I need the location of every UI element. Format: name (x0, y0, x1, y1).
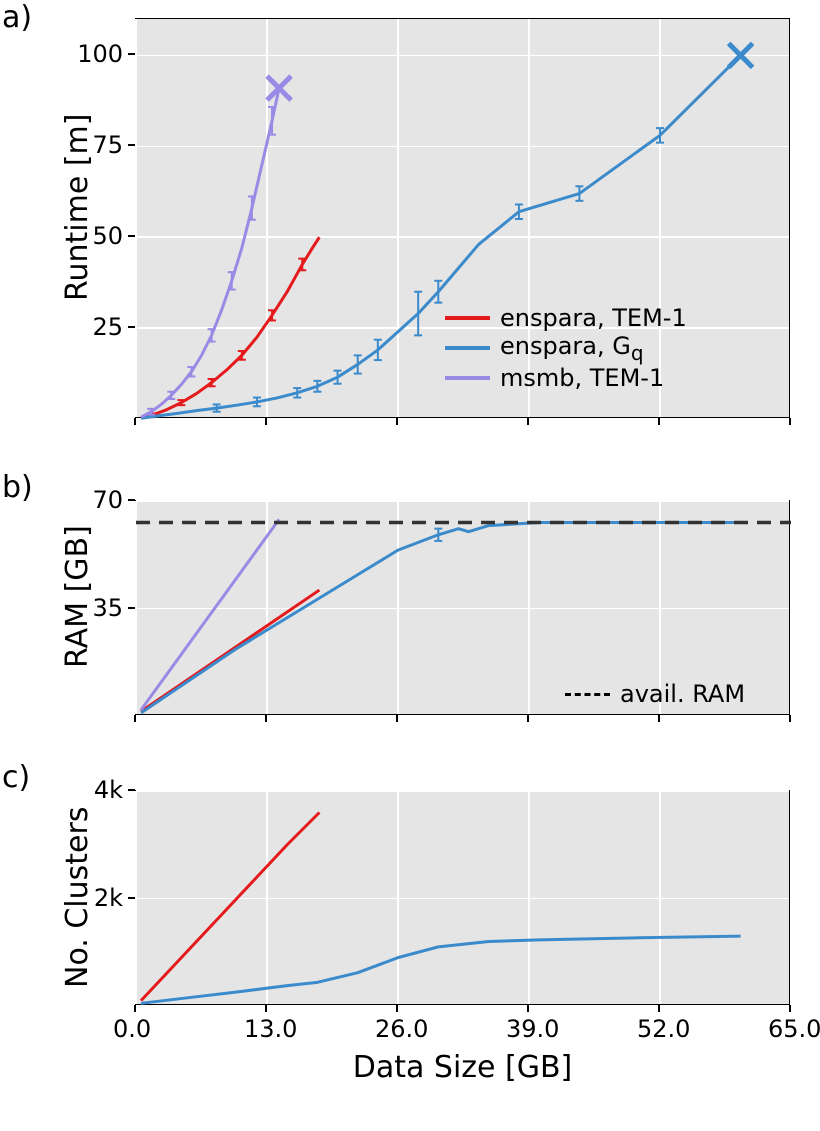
chart-a-ylabel: Runtime [m] (60, 113, 95, 300)
gridline (136, 55, 789, 57)
chart-b-ylabel: RAM [GB] (60, 525, 95, 668)
tick-mark (134, 1005, 136, 1012)
legend-label: enspara, TEM-1 (500, 304, 687, 332)
x-tick-label: 39.0 (506, 1015, 559, 1043)
tick-mark (527, 715, 529, 722)
tick-mark (128, 326, 135, 328)
y-tick-label: 35 (92, 594, 123, 622)
x-tick-label: 26.0 (375, 1015, 428, 1043)
chart-c-clusters (135, 790, 790, 1005)
chart-b-legend: avail. RAM (565, 679, 745, 709)
legend-label: avail. RAM (620, 680, 745, 708)
tick-mark (658, 1005, 660, 1012)
y-tick-label: 4k (94, 776, 123, 804)
tick-mark (789, 418, 791, 425)
series-msmb_tem1 (141, 519, 279, 709)
legend-label: enspara, Gq (500, 332, 644, 365)
gridline (397, 19, 399, 417)
legend-label: msmb, TEM-1 (500, 364, 664, 392)
gridline (136, 608, 789, 610)
gridline (266, 19, 268, 417)
legend-item: avail. RAM (565, 679, 745, 709)
y-tick-label: 25 (92, 313, 123, 341)
x-axis-title: Data Size [GB] (135, 1050, 790, 1085)
legend-item: msmb, TEM-1 (445, 363, 687, 393)
tick-mark (265, 1005, 267, 1012)
legend-swatch (445, 376, 490, 380)
gridline (790, 19, 792, 417)
gridline (135, 19, 137, 417)
tick-mark (527, 418, 529, 425)
series-enspara_gq (141, 936, 741, 1003)
gridline (790, 791, 792, 1004)
gridline (790, 501, 792, 714)
tick-mark (527, 1005, 529, 1012)
x-tick-label: 13.0 (244, 1015, 297, 1043)
tick-mark (789, 1005, 791, 1012)
figure: a) b) c) Runtime [m] enspara, TEM-1enspa… (0, 0, 820, 1131)
tick-mark (396, 1005, 398, 1012)
tick-mark (396, 418, 398, 425)
y-tick-label: 50 (92, 222, 123, 250)
legend-swatch (445, 316, 490, 320)
tick-mark (128, 144, 135, 146)
panel-label-b: b) (2, 470, 33, 505)
x-tick-label: 0.0 (113, 1015, 151, 1043)
y-tick-label: 75 (92, 131, 123, 159)
tick-mark (128, 235, 135, 237)
panel-label-c: c) (2, 760, 30, 795)
series-enspara_tem1 (141, 813, 319, 1001)
chart-c-ylabel: No. Clusters (60, 806, 95, 987)
y-tick-label: 100 (77, 40, 123, 68)
tick-mark (134, 715, 136, 722)
gridline (136, 790, 789, 792)
tick-mark (658, 418, 660, 425)
end-marker-x (267, 76, 291, 100)
gridline (136, 236, 789, 238)
end-marker-x (267, 76, 291, 100)
tick-mark (265, 418, 267, 425)
tick-mark (265, 715, 267, 722)
panel-label-a: a) (2, 0, 32, 35)
y-tick-label: 2k (94, 884, 123, 912)
legend-swatch (445, 346, 490, 350)
y-tick-label: 70 (92, 486, 123, 514)
tick-mark (128, 789, 135, 791)
tick-mark (128, 607, 135, 609)
x-tick-label: 65.0 (768, 1015, 820, 1043)
tick-mark (658, 715, 660, 722)
gridline (136, 146, 789, 148)
tick-mark (789, 715, 791, 722)
legend-item: enspara, Gq (445, 333, 687, 363)
chart-a-legend: enspara, TEM-1enspara, Gqmsmb, TEM-1 (445, 303, 687, 393)
tick-mark (128, 499, 135, 501)
x-tick-label: 52.0 (637, 1015, 690, 1043)
gridline (136, 898, 789, 900)
tick-mark (128, 897, 135, 899)
legend-swatch (565, 693, 610, 696)
tick-mark (396, 715, 398, 722)
gridline (136, 500, 789, 502)
tick-mark (128, 53, 135, 55)
tick-mark (134, 418, 136, 425)
series-msmb_tem1 (141, 88, 279, 417)
legend-item: enspara, TEM-1 (445, 303, 687, 333)
